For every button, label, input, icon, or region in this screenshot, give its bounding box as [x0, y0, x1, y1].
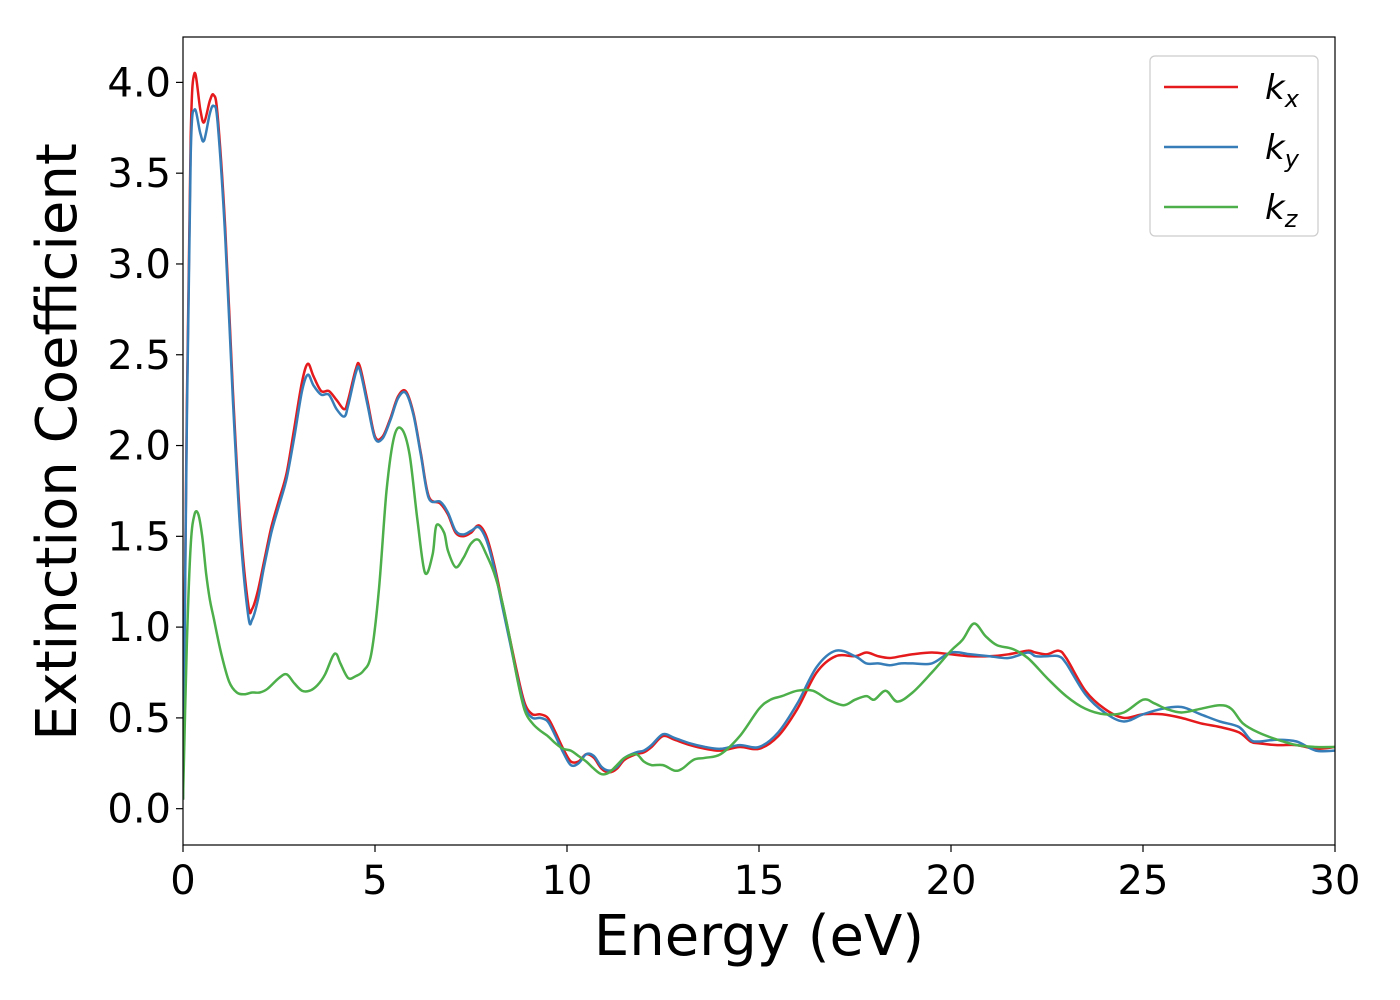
x-tick-label: 5 — [362, 858, 387, 904]
legend-label-kz: kz — [1265, 188, 1299, 233]
y-tick-label: 3.5 — [107, 151, 171, 197]
legend-label-kx: kx — [1265, 68, 1300, 113]
x-tick-label: 10 — [542, 858, 593, 904]
y-tick-label: 0.5 — [107, 696, 171, 742]
plot-area — [183, 71, 1335, 800]
axes: 0 5 10 15 20 25 30 0.0 0.5 1.0 1.5 2.0 2.5 3.0 3.5 4.0 — [107, 36, 1361, 904]
x-axis-title: Energy (eV) — [594, 904, 924, 969]
y-tick-label: 3.0 — [107, 242, 171, 288]
x-tick-label: 25 — [1118, 858, 1169, 904]
y-axis-title: Extinction Coefficient — [25, 143, 90, 741]
legend-label-ky: ky — [1265, 128, 1300, 173]
y-tick-label: 1.5 — [107, 514, 171, 560]
y-tick-label: 0.0 — [107, 787, 171, 833]
y-tick-label: 4.0 — [107, 60, 171, 106]
legend: kx ky kz — [1149, 55, 1319, 237]
x-tick-label: 20 — [926, 858, 977, 904]
series-line-kz — [183, 426, 1335, 800]
x-tick-label: 15 — [734, 858, 785, 904]
y-tick-label: 1.0 — [107, 605, 171, 651]
series-line-ky — [183, 104, 1335, 800]
x-tick-label: 0 — [170, 858, 195, 904]
y-tick-label: 2.0 — [107, 424, 171, 470]
y-tick-label: 2.5 — [107, 333, 171, 379]
x-tick-label: 30 — [1310, 858, 1361, 904]
